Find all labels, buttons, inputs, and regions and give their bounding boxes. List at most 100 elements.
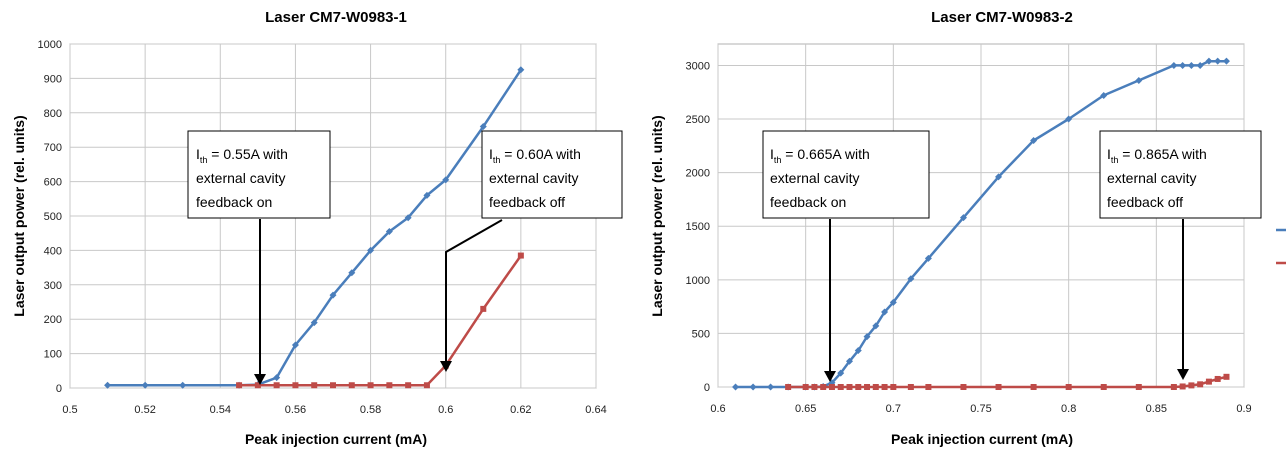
data-point	[517, 252, 524, 259]
data-point	[767, 383, 775, 391]
data-point	[872, 322, 880, 330]
data-point	[854, 347, 862, 355]
y-tick-label: 2500	[686, 114, 710, 126]
data-point	[329, 291, 337, 299]
data-point	[1179, 61, 1187, 69]
arrow-head	[440, 361, 452, 372]
y-tick-label: 900	[44, 73, 62, 85]
annotations: Ith = 0.665A with external cavity feedba…	[762, 130, 1262, 382]
data-point	[348, 382, 355, 389]
annotation-line: external cavity	[489, 170, 578, 186]
annotation-threshold-line: Ith = 0.865A with	[1107, 146, 1207, 165]
data-point	[889, 298, 897, 306]
y-tick-label: 3000	[686, 60, 710, 72]
data-point	[1214, 57, 1222, 65]
data-point	[1196, 61, 1204, 69]
data-point	[423, 382, 430, 389]
data-point	[785, 384, 792, 390]
annotation-box	[481, 130, 623, 219]
annotation-threshold-line: Ith = 0.60A with	[489, 146, 581, 165]
annotation-arrow	[445, 219, 503, 365]
annotation-line: external cavity	[770, 170, 859, 186]
y-tick-label: 800	[44, 108, 62, 120]
y-tick-label: 400	[44, 245, 62, 257]
series-group	[732, 57, 1230, 391]
x-tick-label: 0.8	[1061, 403, 1076, 415]
data-point	[292, 382, 299, 389]
y-tick-label: 1000	[686, 275, 710, 287]
arrow-head	[254, 374, 266, 385]
data-point	[442, 176, 450, 184]
x-tick-label: 0.6	[710, 403, 725, 415]
x-tick-label: 0.56	[285, 404, 306, 416]
data-point	[1222, 57, 1230, 65]
data-point	[104, 381, 112, 389]
x-axis-title: Peak injection current (mA)	[891, 431, 1073, 447]
series-line	[107, 69, 522, 387]
chart-title: Laser CM7-W0983-1	[265, 9, 407, 26]
annotation-box	[187, 130, 331, 219]
data-point	[386, 382, 393, 389]
data-point	[330, 382, 336, 389]
y-tick-label: 1500	[686, 221, 710, 233]
data-point	[479, 123, 487, 131]
data-point	[179, 381, 187, 389]
data-point	[1187, 61, 1195, 69]
data-point	[517, 66, 525, 74]
data-point	[310, 319, 318, 327]
annotation-threshold-line: Ith = 0.665A with	[770, 146, 870, 165]
data-point	[1205, 378, 1212, 385]
x-tick-label: 0.65	[795, 403, 816, 415]
data-point	[1135, 384, 1142, 390]
chart-right: Laser CM7-W0983-2 Peak injection current…	[649, 9, 1286, 447]
y-axis-title: Laser output power (rel. units)	[11, 115, 27, 316]
data-point	[1197, 381, 1204, 388]
y-tick-label: 0	[56, 383, 62, 395]
series-line	[788, 375, 1227, 389]
data-point	[273, 382, 280, 389]
data-point	[291, 341, 299, 349]
data-point	[907, 384, 914, 390]
y-tick-label: 500	[44, 211, 62, 223]
data-point	[1065, 115, 1073, 123]
gridlines	[717, 43, 1245, 388]
chart-title: Laser CM7-W0983-2	[931, 9, 1073, 26]
data-point	[872, 384, 879, 390]
data-point	[311, 382, 318, 389]
annotation-line: feedback on	[196, 194, 272, 210]
data-point	[405, 382, 412, 389]
data-point	[907, 275, 915, 283]
data-point	[925, 384, 932, 390]
data-point	[273, 374, 281, 382]
annotation-line: feedback off	[489, 194, 565, 210]
x-tick-label: 0.5	[62, 404, 77, 416]
data-point	[1030, 136, 1038, 144]
data-point	[837, 384, 844, 390]
data-point	[1100, 384, 1107, 390]
x-tick-label: 0.54	[210, 404, 231, 416]
annotation-threshold-line: Ith = 0.55A with	[196, 146, 288, 165]
series-group	[104, 66, 525, 389]
data-point	[1188, 382, 1195, 389]
data-point	[802, 384, 809, 390]
data-point	[749, 383, 757, 391]
data-point	[881, 384, 888, 390]
y-tick-label: 600	[44, 177, 62, 189]
data-point	[1065, 384, 1072, 390]
data-point	[1179, 383, 1186, 390]
x-tick-label: 0.7	[886, 403, 901, 415]
data-point	[890, 384, 897, 390]
x-tick-label: 0.9	[1236, 403, 1251, 415]
x-tick-label: 0.64	[585, 404, 606, 416]
arrow-head	[824, 371, 836, 382]
data-point	[385, 227, 393, 235]
annotation-line: feedback off	[1107, 194, 1183, 210]
data-point	[837, 369, 845, 377]
x-tick-label: 0.52	[134, 404, 155, 416]
y-tick-label: 500	[692, 328, 710, 340]
y-tick-label: 2000	[686, 168, 710, 180]
y-tick-label: 300	[44, 280, 62, 292]
data-point	[254, 382, 261, 389]
y-tick-label: 100	[44, 349, 62, 361]
y-tick-label: 0	[704, 382, 710, 394]
